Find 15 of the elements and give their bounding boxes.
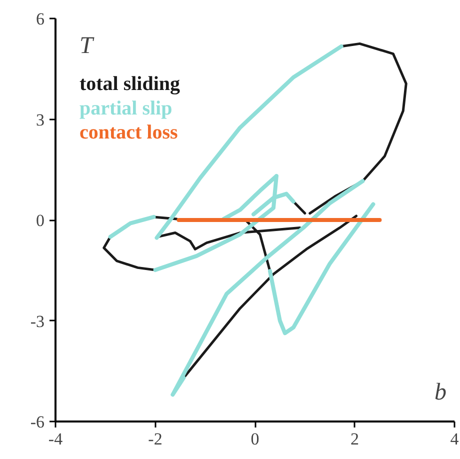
y-tick-label: 0 — [36, 211, 44, 230]
x-tick-label: -4 — [48, 430, 64, 448]
text: partial slip — [79, 97, 172, 120]
text: total sliding — [79, 73, 180, 96]
x-tick-label: 4 — [450, 430, 460, 448]
y-axis-title: T — [79, 32, 94, 59]
x-tick-label: 2 — [350, 430, 359, 448]
x-tick-label: 0 — [250, 430, 260, 448]
y-tick-label: -6 — [30, 412, 45, 432]
x-tick-label: -2 — [148, 430, 162, 448]
y-tick-label: 3 — [36, 110, 44, 130]
text: contact loss — [79, 121, 178, 144]
y-tick-label: -3 — [30, 312, 45, 331]
y-tick-label: 6 — [36, 10, 44, 28]
x-axis-title: b — [434, 379, 447, 406]
